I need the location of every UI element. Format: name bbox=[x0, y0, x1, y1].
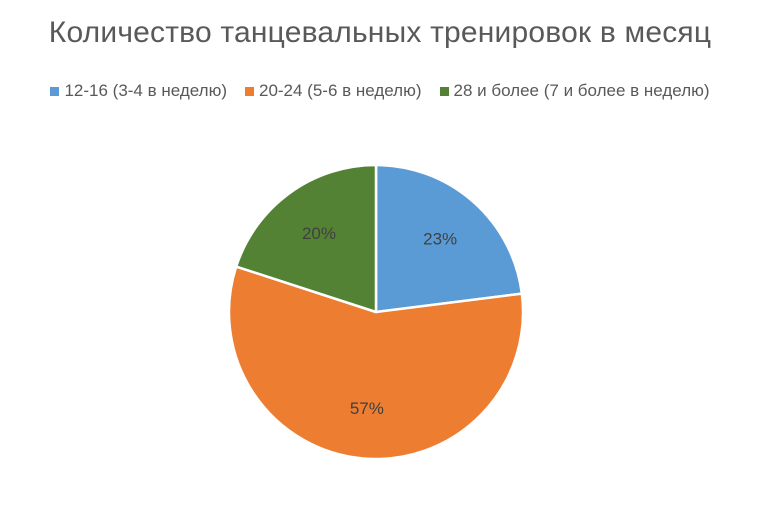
legend-swatch-20-24 bbox=[244, 86, 254, 96]
legend-label-12-16: 12-16 (3-4 в неделю) bbox=[64, 81, 227, 100]
chart-title: Количество танцевальных тренировок в мес… bbox=[48, 16, 712, 49]
pie-slices bbox=[227, 163, 525, 461]
data-label-20-24: 57% bbox=[350, 399, 384, 418]
chart-legend: 12-16 (3-4 в неделю) 20-24 (5-6 в неделю… bbox=[0, 81, 760, 101]
legend-item-20-24: 20-24 (5-6 в неделю) bbox=[244, 81, 422, 101]
legend-swatch-28-plus bbox=[439, 86, 449, 96]
pie-slice-12-16 bbox=[374, 163, 524, 314]
legend-label-28-plus: 28 и более (7 и более в неделю) bbox=[453, 81, 710, 100]
legend-item-12-16: 12-16 (3-4 в неделю) bbox=[50, 81, 227, 101]
data-label-28-plus: 20% bbox=[302, 224, 336, 243]
pie-data-labels: 23% 57% 20% bbox=[302, 224, 457, 418]
legend-label-20-24: 20-24 (5-6 в неделю) bbox=[258, 81, 422, 100]
pie-slice-28-plus bbox=[234, 163, 378, 314]
data-label-12-16: 23% bbox=[423, 230, 457, 249]
legend-swatch-12-16 bbox=[50, 86, 60, 96]
legend-item-28-plus: 28 и более (7 и более в неделю) bbox=[439, 81, 710, 101]
pie-slice-20-24 bbox=[227, 265, 525, 461]
